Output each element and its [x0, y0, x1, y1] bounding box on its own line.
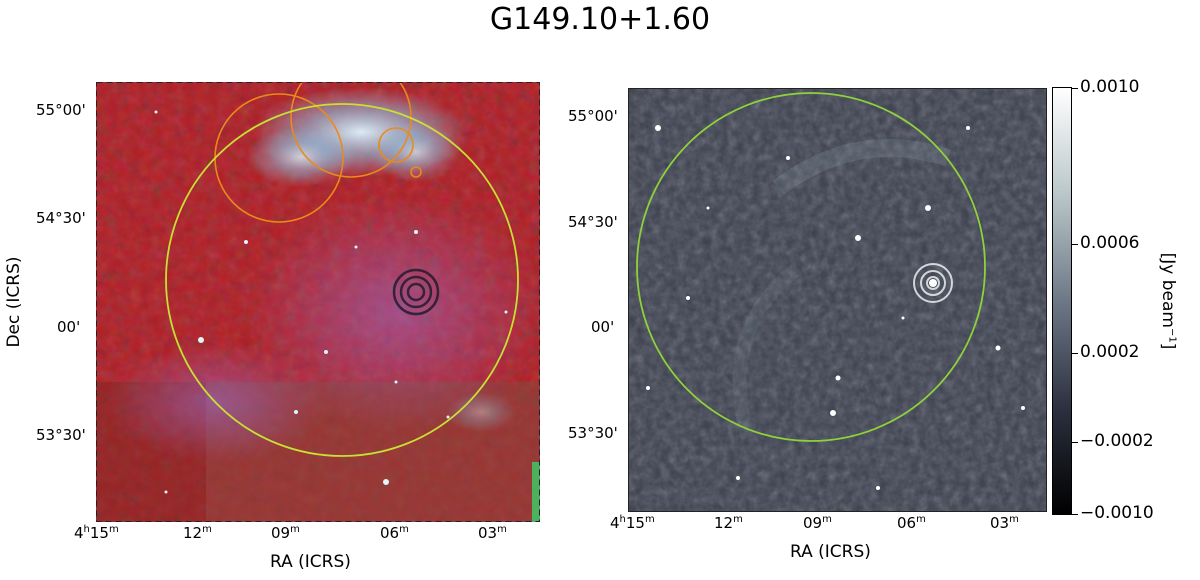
- left-dec-tick: 00': [57, 318, 81, 336]
- left-ra-tick: 12m: [183, 524, 212, 542]
- right-ringed-source: [913, 263, 953, 303]
- colorbar-tick-mark: [1072, 88, 1078, 89]
- right-ra-tick: 4h15m: [610, 514, 655, 532]
- colorbar-tick-label: −0.0002: [1080, 431, 1154, 451]
- right-ra-tick: 06m: [897, 514, 926, 532]
- left-dec-tick: 55°00': [36, 101, 86, 119]
- colorbar: [1052, 87, 1072, 515]
- right-point-sources: [646, 125, 1025, 490]
- left-ra-tick: 09m: [271, 524, 300, 542]
- right-image-panel: [628, 88, 1047, 512]
- colorbar-tick-mark: [1072, 244, 1078, 245]
- ringed-source: [392, 268, 440, 316]
- colorbar-tick-mark: [1072, 353, 1078, 354]
- colorbar-tick-mark: [1072, 514, 1078, 515]
- colorbar-tick-label: 0.0006: [1080, 233, 1140, 253]
- right-ra-tick: 12m: [714, 514, 743, 532]
- orange-circle-tiny: [410, 166, 422, 178]
- diffuse-arc: [772, 139, 951, 196]
- left-region-circle: [165, 103, 519, 457]
- left-ra-tick: 06m: [380, 524, 409, 542]
- left-xlabel: RA (ICRS): [270, 552, 351, 572]
- right-dec-tick: 53°30': [568, 424, 618, 442]
- left-ylabel: Dec (ICRS): [4, 256, 24, 348]
- colorbar-tick-label: 0.0010: [1080, 77, 1140, 97]
- right-dec-tick: 55°00': [568, 107, 618, 125]
- orange-circle-small: [378, 127, 414, 163]
- right-region-circle: [636, 92, 986, 442]
- orange-circle-top: [290, 82, 412, 178]
- right-edge-strip: [532, 462, 540, 522]
- right-xlabel: RA (ICRS): [790, 542, 871, 562]
- left-image-panel: [96, 82, 540, 522]
- left-dec-tick: 53°30': [36, 426, 86, 444]
- right-dec-tick: 54°30': [568, 213, 618, 231]
- colorbar-tick-label: −0.0010: [1080, 503, 1154, 523]
- right-dec-tick: 00': [591, 318, 615, 336]
- left-ra-tick: 4h15m: [74, 524, 119, 542]
- left-dec-tick: 54°30': [36, 209, 86, 227]
- colorbar-tick-mark: [1072, 442, 1078, 443]
- colorbar-unit-label: [Jy beam−1]: [1158, 252, 1178, 350]
- colorbar-tick-label: 0.0002: [1080, 342, 1140, 362]
- right-ra-tick: 03m: [990, 514, 1019, 532]
- right-ra-tick: 09m: [803, 514, 832, 532]
- figure-title: G149.10+1.60: [489, 2, 711, 37]
- left-star-field: [154, 110, 508, 494]
- left-ra-tick: 03m: [478, 524, 507, 542]
